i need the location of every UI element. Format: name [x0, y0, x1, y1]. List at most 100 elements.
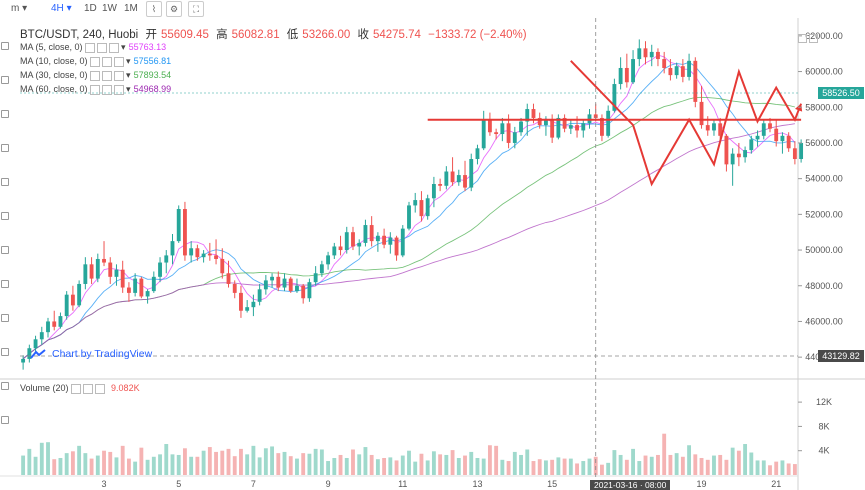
candle-body: [543, 119, 548, 126]
fullscreen-icon[interactable]: ⛶: [188, 1, 204, 17]
candle-body: [158, 262, 162, 277]
candle-body: [568, 125, 573, 129]
pane-maximize-icon[interactable]: [809, 34, 818, 43]
zoom-tool-icon[interactable]: [1, 280, 9, 288]
brush-tool-icon[interactable]: [1, 144, 9, 152]
chart-type-icon[interactable]: ⌇: [146, 1, 162, 17]
eye-icon[interactable]: [89, 70, 100, 81]
candle-body: [183, 208, 187, 256]
measure-tool-icon[interactable]: [1, 246, 9, 254]
price-tick-label: 50000.00: [805, 245, 843, 255]
volume-bar: [624, 459, 629, 475]
candle-body: [164, 255, 169, 263]
volume-bar: [618, 454, 623, 475]
ohlc-row: BTC/USDT, 240, Huobi 开 55609.45 高 56082.81…: [20, 26, 531, 42]
eye-icon[interactable]: [70, 383, 81, 394]
close-icon[interactable]: [113, 70, 124, 81]
candle-body: [413, 200, 418, 206]
volume-bar: [201, 450, 206, 475]
volume-bar: [382, 457, 387, 475]
ma-60-row[interactable]: MA (60, close, 0) ▾ 54968.99: [20, 84, 172, 95]
volume-bar: [64, 453, 69, 475]
candle-body: [239, 292, 243, 311]
candle-body: [21, 358, 26, 363]
pane-up-icon[interactable]: [798, 34, 807, 43]
close-icon[interactable]: [113, 84, 124, 95]
volume-bar: [562, 458, 567, 475]
settings-icon[interactable]: [101, 84, 112, 95]
pane-buttons: [798, 34, 820, 46]
close-icon[interactable]: [108, 42, 119, 53]
lock-tool-icon[interactable]: [1, 348, 9, 356]
volume-bar: [326, 461, 331, 475]
ma-10-row[interactable]: MA (10, close, 0) ▾ 57556.81: [20, 56, 172, 67]
pattern-tool-icon[interactable]: [1, 212, 9, 220]
ma-30-row[interactable]: MA (30, close, 0) ▾ 57893.54: [20, 70, 172, 81]
crosshair-tool-icon[interactable]: [1, 42, 9, 50]
candle-body: [351, 232, 355, 247]
interval-1m-button[interactable]: 1M: [124, 3, 138, 14]
volume-bar: [487, 445, 492, 475]
settings-icon[interactable]: [101, 56, 112, 67]
candle-body: [70, 294, 75, 306]
close-icon[interactable]: [113, 56, 124, 67]
hide-tool-icon[interactable]: [1, 382, 9, 390]
candle-body: [232, 283, 237, 293]
price-tick-label: 56000.00: [805, 138, 843, 148]
trend-line-tool-icon[interactable]: [1, 76, 9, 84]
volume-bar: [220, 450, 225, 475]
price-tick-label: 54000.00: [805, 174, 843, 184]
interval-1d-button[interactable]: 1D: [84, 3, 97, 14]
drawing-toolbar: [0, 18, 10, 490]
candle-body: [95, 258, 100, 279]
candle-body: [718, 123, 723, 136]
candle-body: [512, 132, 517, 143]
volume-bar: [413, 461, 418, 475]
settings-icon[interactable]: [96, 42, 107, 53]
magnet-tool-icon[interactable]: [1, 314, 9, 322]
candle-body: [687, 60, 692, 77]
tradingview-watermark[interactable]: Chart by TradingView: [30, 348, 152, 360]
open-value: 55609.45: [160, 29, 209, 41]
candle-body: [170, 241, 175, 256]
settings-gear-icon[interactable]: ⚙: [166, 1, 182, 17]
volume-bar: [77, 445, 82, 475]
moving-average-lines: [22, 54, 796, 360]
volume-bar: [226, 448, 231, 475]
settings-icon[interactable]: [101, 70, 112, 81]
remove-tool-icon[interactable]: [1, 416, 9, 424]
low-value: 53266.00: [302, 29, 351, 41]
symbol-menu[interactable]: m ▾: [11, 3, 28, 14]
volume-bar: [475, 457, 480, 475]
volume-bar: [301, 453, 306, 475]
volume-bar: [338, 454, 343, 475]
eye-icon[interactable]: [89, 84, 100, 95]
time-tick-label: 5: [176, 479, 181, 489]
volume-bar: [313, 448, 318, 475]
interval-4h-button[interactable]: 4H ▾: [51, 3, 72, 14]
volume-bar: [419, 453, 424, 475]
volume-bar: [388, 457, 393, 475]
candle-body: [438, 184, 443, 186]
candle-body: [257, 289, 262, 302]
close-icon[interactable]: [94, 383, 105, 394]
volume-bar: [612, 450, 617, 475]
eye-icon[interactable]: [89, 56, 100, 67]
time-tick-label: 13: [472, 479, 482, 489]
ma-5-row[interactable]: MA (5, close, 0) ▾ 55763.13: [20, 42, 167, 53]
volume-bar: [755, 460, 760, 475]
volume-bar: [108, 451, 113, 475]
text-tool-icon[interactable]: [1, 178, 9, 186]
volume-tick-label: 12K: [816, 397, 832, 407]
volume-bar: [176, 454, 181, 475]
eye-icon[interactable]: [84, 42, 95, 53]
candle-body: [481, 119, 486, 149]
volume-bar: [394, 460, 399, 475]
candle-body: [313, 273, 318, 283]
tradingview-logo-icon: [30, 349, 46, 359]
fib-tool-icon[interactable]: [1, 110, 9, 118]
settings-icon[interactable]: [82, 383, 93, 394]
volume-bar: [680, 456, 685, 475]
interval-1w-button[interactable]: 1W: [102, 3, 117, 14]
